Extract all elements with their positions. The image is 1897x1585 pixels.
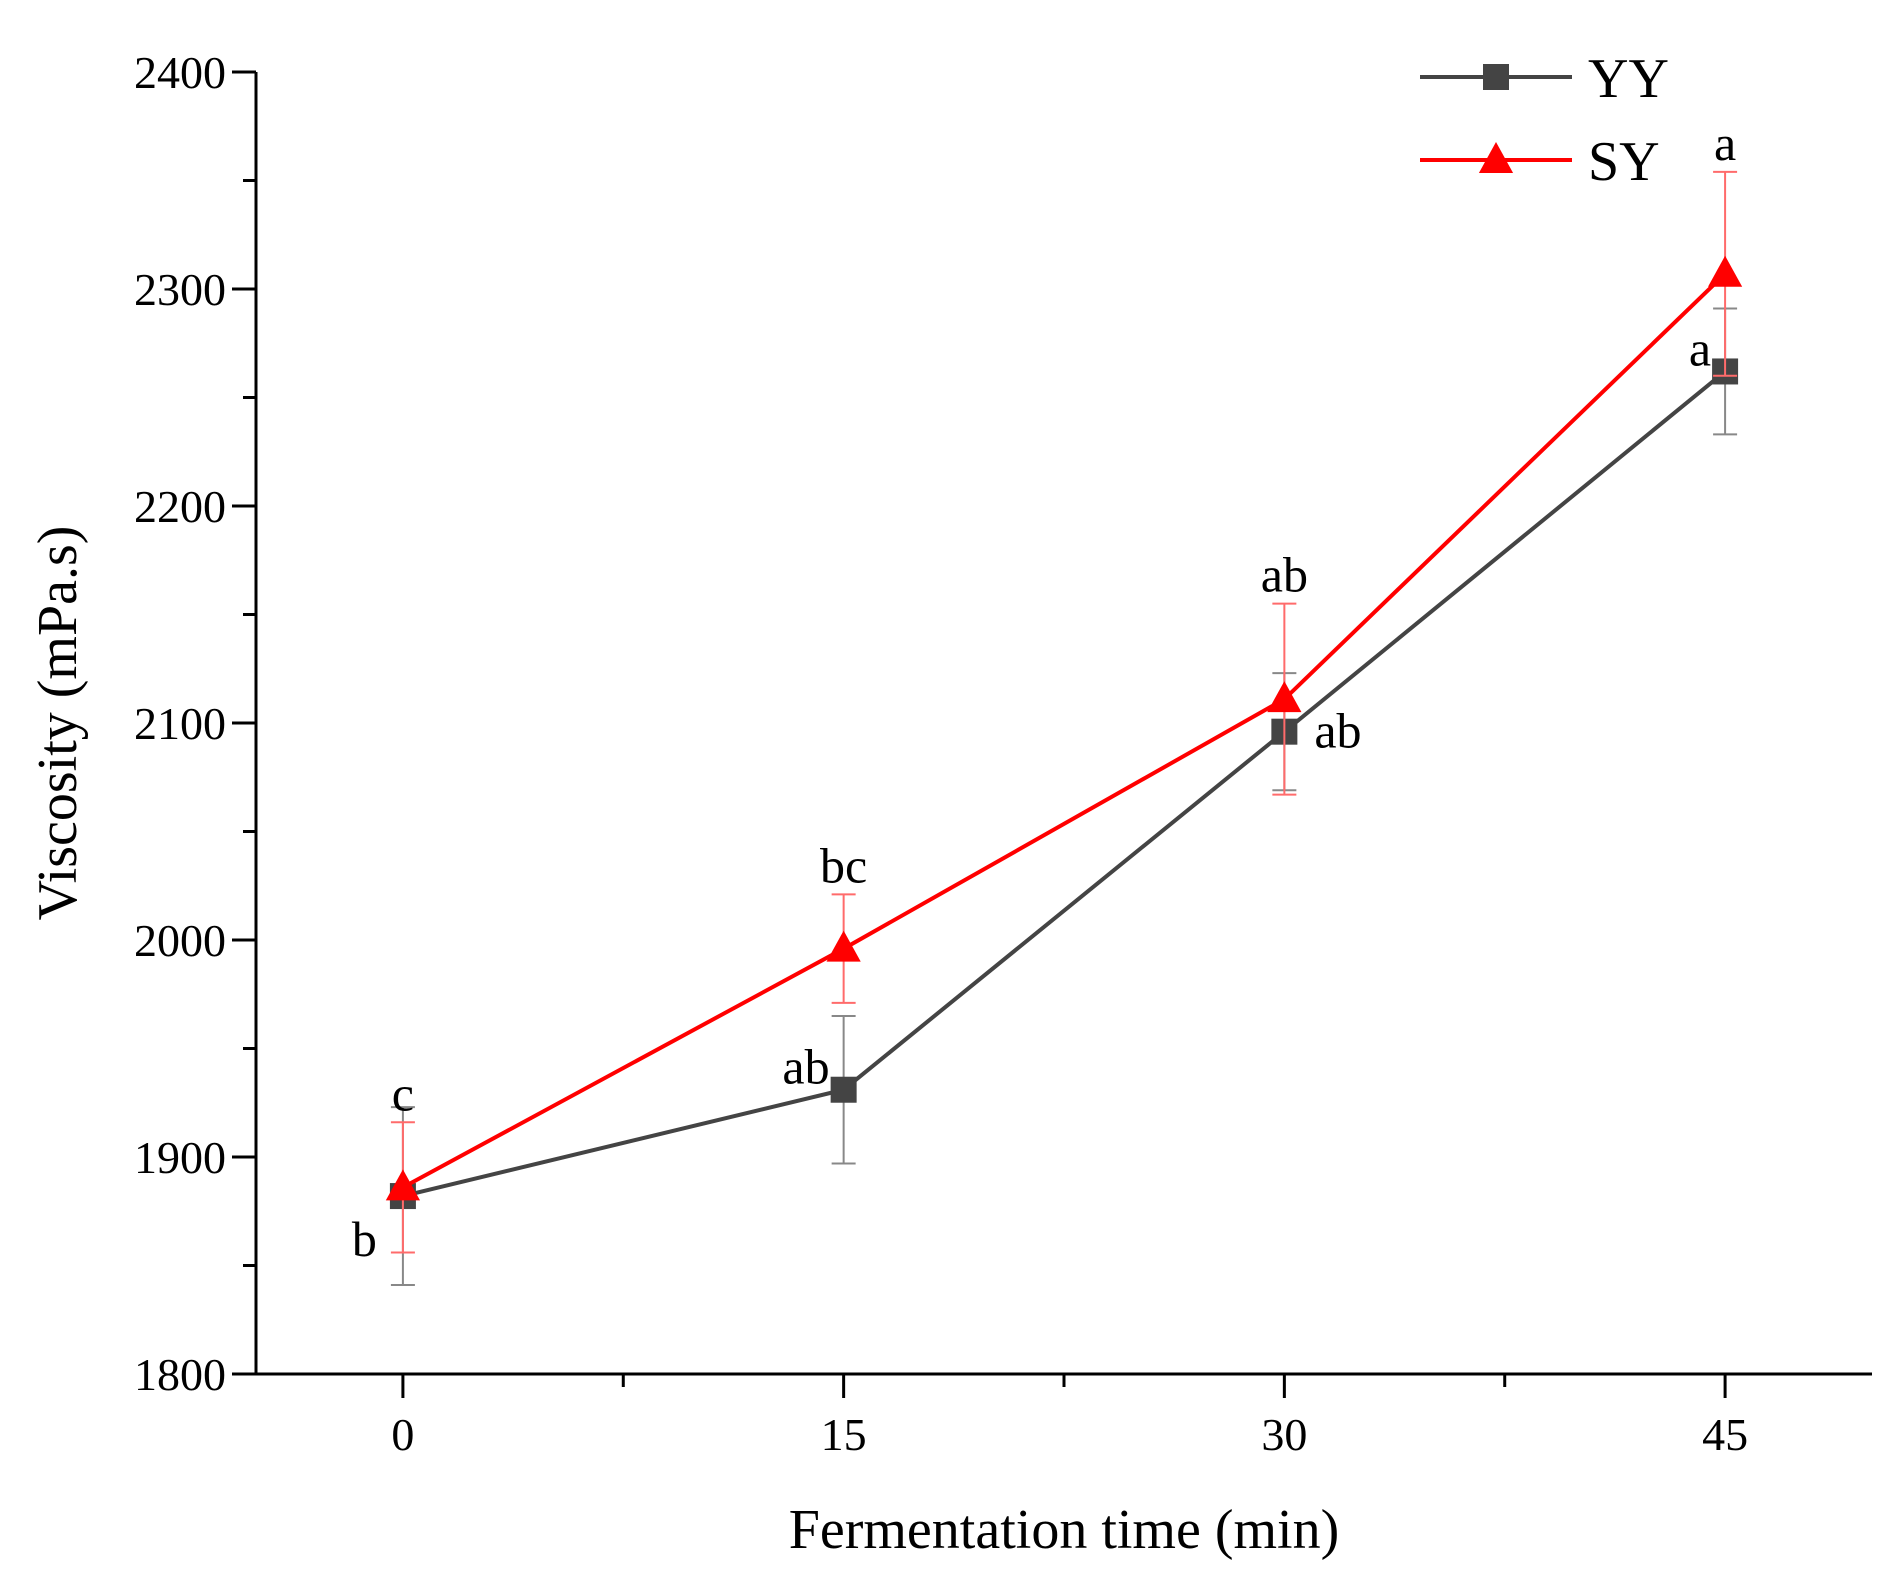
significance-label: ab bbox=[782, 1039, 829, 1095]
y-ticks: 1800 1900 2000 2100 2200 2300 2400 bbox=[134, 47, 256, 1400]
series-line bbox=[401, 272, 1727, 1190]
x-tick-label: 0 bbox=[391, 1409, 414, 1460]
legend-label-sy: SY bbox=[1588, 131, 1660, 193]
x-tick-label: 15 bbox=[821, 1409, 867, 1460]
significance-label: bc bbox=[820, 837, 867, 893]
series-layer: b ab ab a c bc ab a bbox=[352, 115, 1743, 1287]
x-ticks: 0 15 30 45 bbox=[391, 1374, 1748, 1460]
x-tick-label: 30 bbox=[1261, 1409, 1307, 1460]
series-line bbox=[402, 369, 1727, 1199]
y-tick-label: 2300 bbox=[134, 264, 226, 315]
legend-label-yy: YY bbox=[1588, 48, 1669, 110]
data-point bbox=[385, 1169, 421, 1201]
data-point bbox=[830, 1076, 857, 1103]
y-axis-title: Viscosity (mPa.s) bbox=[27, 526, 89, 921]
series-yy: b ab ab a bbox=[352, 307, 1739, 1287]
y-tick-label: 2400 bbox=[134, 47, 226, 98]
data-point bbox=[1267, 681, 1302, 713]
x-tick-label: 45 bbox=[1702, 1409, 1748, 1460]
series-sy: c bc ab a bbox=[385, 115, 1743, 1254]
axes bbox=[254, 72, 1872, 1376]
significance-label: ab bbox=[1314, 703, 1361, 759]
legend-marker-sy bbox=[1478, 142, 1514, 173]
legend: YY SY bbox=[1420, 48, 1669, 193]
y-tick-label: 2000 bbox=[134, 915, 226, 966]
y-tick-label: 2200 bbox=[134, 481, 226, 532]
legend-item-sy: SY bbox=[1420, 131, 1660, 193]
significance-label: ab bbox=[1261, 547, 1308, 603]
x-axis-title: Fermentation time (min) bbox=[789, 1499, 1340, 1561]
significance-label: b bbox=[352, 1211, 377, 1267]
y-tick-label: 1900 bbox=[134, 1132, 226, 1183]
legend-item-yy: YY bbox=[1420, 48, 1669, 110]
y-tick-label: 1800 bbox=[134, 1349, 226, 1400]
significance-label: a bbox=[1689, 320, 1711, 376]
y-tick-label: 2100 bbox=[134, 698, 226, 749]
data-point bbox=[1707, 255, 1743, 287]
significance-label: c bbox=[392, 1065, 414, 1121]
significance-label: a bbox=[1714, 115, 1736, 171]
legend-marker-yy bbox=[1483, 64, 1509, 90]
data-point bbox=[826, 930, 861, 962]
